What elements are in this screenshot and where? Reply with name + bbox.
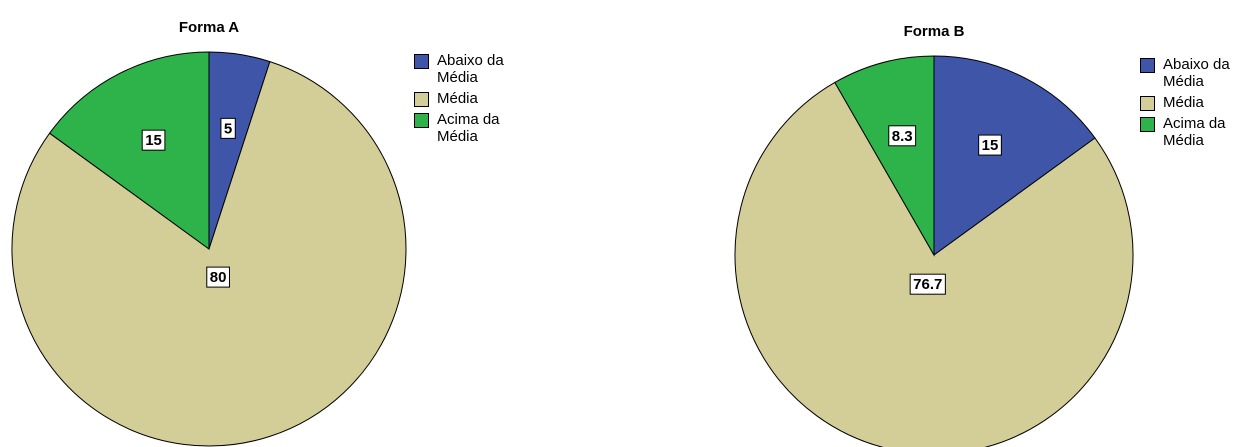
- legend-swatch: [414, 54, 429, 69]
- value-label: 15: [145, 132, 162, 149]
- value-label: 8.3: [892, 128, 913, 145]
- legend-swatch: [1140, 117, 1155, 132]
- legend-swatch: [414, 92, 429, 107]
- legend-item: Acima da Média: [414, 111, 515, 145]
- legend-label: Abaixo da Média: [1163, 56, 1230, 90]
- chart-title: Forma A: [179, 19, 239, 36]
- value-label: 5: [224, 120, 232, 137]
- pie-slice: [734, 81, 1134, 447]
- label-box: [206, 266, 230, 288]
- data-label: 8.3: [888, 125, 917, 147]
- value-label: 15: [982, 137, 999, 154]
- legend-label: Abaixo da Média: [437, 52, 504, 86]
- legend-label: Acima da Média: [1163, 115, 1226, 149]
- legend-item: Média: [414, 90, 515, 107]
- legend: Abaixo da Média Média Acima da Média: [1140, 56, 1241, 153]
- legend-swatch: [1140, 96, 1155, 111]
- pie-slice: [933, 55, 1096, 256]
- label-box: [909, 273, 946, 295]
- legend-item: Acima da Média: [1140, 115, 1241, 149]
- data-label: 5: [220, 117, 236, 139]
- legend-label: Média: [1163, 94, 1204, 111]
- legend-label: Média: [437, 90, 478, 107]
- legend-item: Média: [1140, 94, 1241, 111]
- value-label: 80: [210, 269, 227, 286]
- pie-slice: [11, 61, 407, 447]
- label-box: [141, 129, 166, 151]
- legend: Abaixo da Média Média Acima da Média: [414, 52, 515, 149]
- legend-item: Abaixo da Média: [1140, 56, 1241, 90]
- label-box: [220, 117, 236, 139]
- legend-swatch: [1140, 58, 1155, 73]
- data-label: 80: [206, 266, 230, 288]
- legend-swatch: [414, 113, 429, 128]
- chart-title: Forma B: [904, 23, 965, 40]
- label-box: [978, 134, 1002, 156]
- label-box: [888, 125, 917, 147]
- data-label: 15: [978, 134, 1002, 156]
- legend-label: Acima da Média: [437, 111, 500, 145]
- legend-item: Abaixo da Média: [414, 52, 515, 86]
- pie-slice: [834, 55, 935, 257]
- data-label: 15: [141, 129, 166, 151]
- value-label: 76.7: [913, 276, 942, 293]
- data-label: 76.7: [909, 273, 946, 295]
- pie-slice: [48, 51, 210, 250]
